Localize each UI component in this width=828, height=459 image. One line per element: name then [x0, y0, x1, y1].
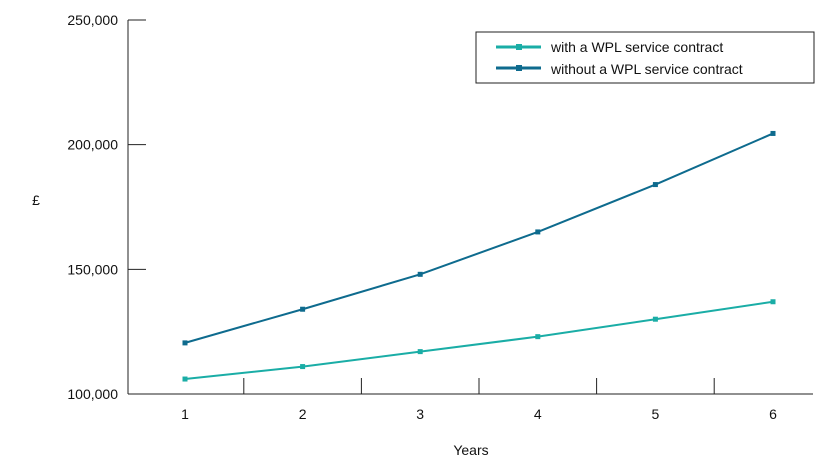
data-point — [182, 340, 188, 346]
series-lines — [182, 130, 776, 382]
y-tick-label: 150,000 — [67, 261, 118, 277]
x-tick-label: 4 — [534, 406, 542, 422]
series-line — [184, 300, 774, 381]
y-axis-title: £ — [32, 192, 40, 208]
data-point — [770, 130, 776, 136]
data-point — [417, 349, 423, 355]
x-ticks: 1 2 3 4 5 6 — [181, 378, 777, 422]
x-axis-title: Years — [453, 442, 488, 458]
data-point — [652, 182, 658, 188]
legend-label-with-contract: with a WPL service contract — [550, 39, 723, 55]
data-point — [652, 316, 658, 322]
data-point — [535, 229, 541, 235]
y-tick-label: 200,000 — [67, 137, 118, 153]
x-tick-label: 3 — [416, 406, 424, 422]
axes — [127, 20, 813, 395]
legend-marker-without-contract — [516, 65, 522, 71]
data-point — [417, 271, 423, 277]
data-point — [300, 364, 306, 370]
data-point — [770, 299, 776, 305]
x-tick-label: 2 — [299, 406, 307, 422]
x-tick-label: 1 — [181, 406, 189, 422]
y-ticks: 100,000 150,000 200,000 250,000 — [67, 12, 146, 402]
series-2 — [182, 130, 776, 346]
legend-box — [475, 31, 815, 84]
legend-label-without-contract: without a WPL service contract — [550, 61, 743, 77]
legend-marker-with-contract — [516, 44, 522, 50]
legend: with a WPL service contract without a WP… — [475, 31, 815, 84]
data-point — [300, 306, 306, 312]
x-tick-label: 5 — [652, 406, 660, 422]
y-tick-label: 250,000 — [67, 12, 118, 28]
x-tick-label: 6 — [769, 406, 777, 422]
series-line — [184, 132, 774, 344]
series-1 — [182, 299, 776, 382]
y-tick-label: 100,000 — [67, 386, 118, 402]
data-point — [182, 376, 188, 382]
data-point — [535, 334, 541, 340]
